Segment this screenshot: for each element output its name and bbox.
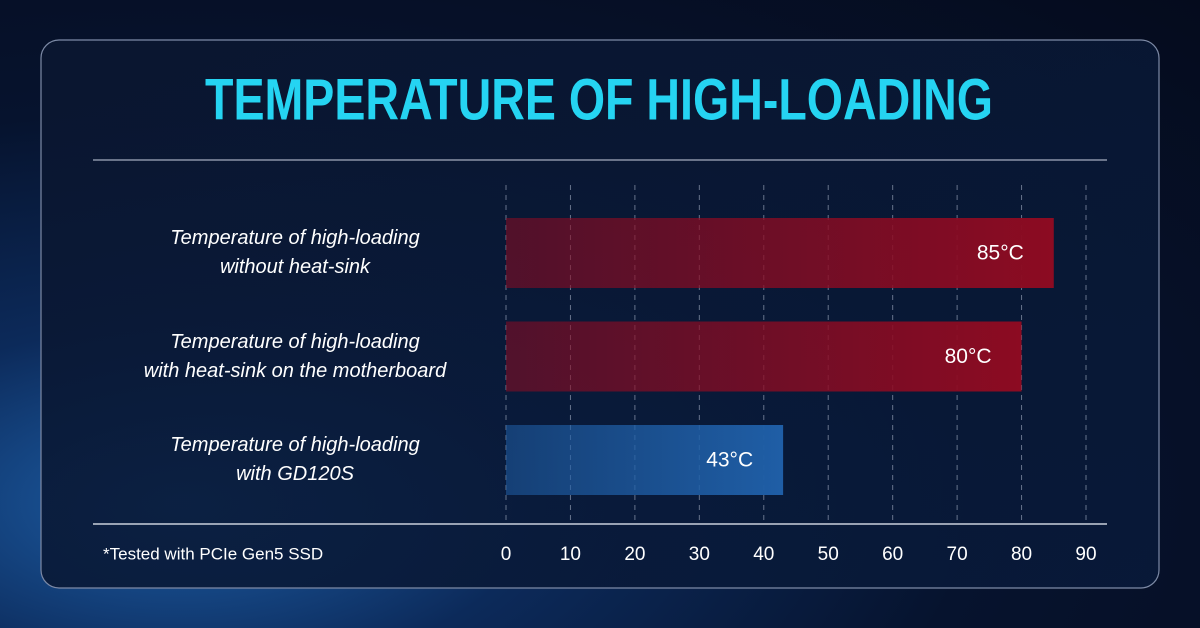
value-label: 85°C <box>977 242 1024 265</box>
bar <box>506 321 1022 392</box>
x-tick-label: 60 <box>882 544 903 565</box>
x-tick-label: 0 <box>501 544 512 565</box>
category-label: Temperature of high-loading with heat-si… <box>143 330 447 382</box>
bar <box>506 218 1054 288</box>
chart-title: TEMPERATURE OF HIGH-LOADING <box>205 67 993 132</box>
x-tick-label: 20 <box>624 544 645 565</box>
footnote: *Tested with PCIe Gen5 SSD <box>103 544 323 563</box>
value-label: 43°C <box>706 449 753 472</box>
x-tick-label: 30 <box>689 544 710 565</box>
x-tick-label: 10 <box>560 544 581 565</box>
x-tick-label: 50 <box>818 544 839 565</box>
x-tick-label: 40 <box>753 544 774 565</box>
x-tick-label: 80 <box>1011 544 1032 565</box>
value-label: 80°C <box>945 345 992 368</box>
bar <box>506 425 784 495</box>
category-label: Temperature of high-loading without heat… <box>170 227 420 278</box>
x-tick-label: 70 <box>947 544 968 565</box>
panel <box>40 39 1160 589</box>
x-tick-label: 90 <box>1075 544 1096 565</box>
category-label: Temperature of high-loading with GD120S <box>170 434 420 485</box>
